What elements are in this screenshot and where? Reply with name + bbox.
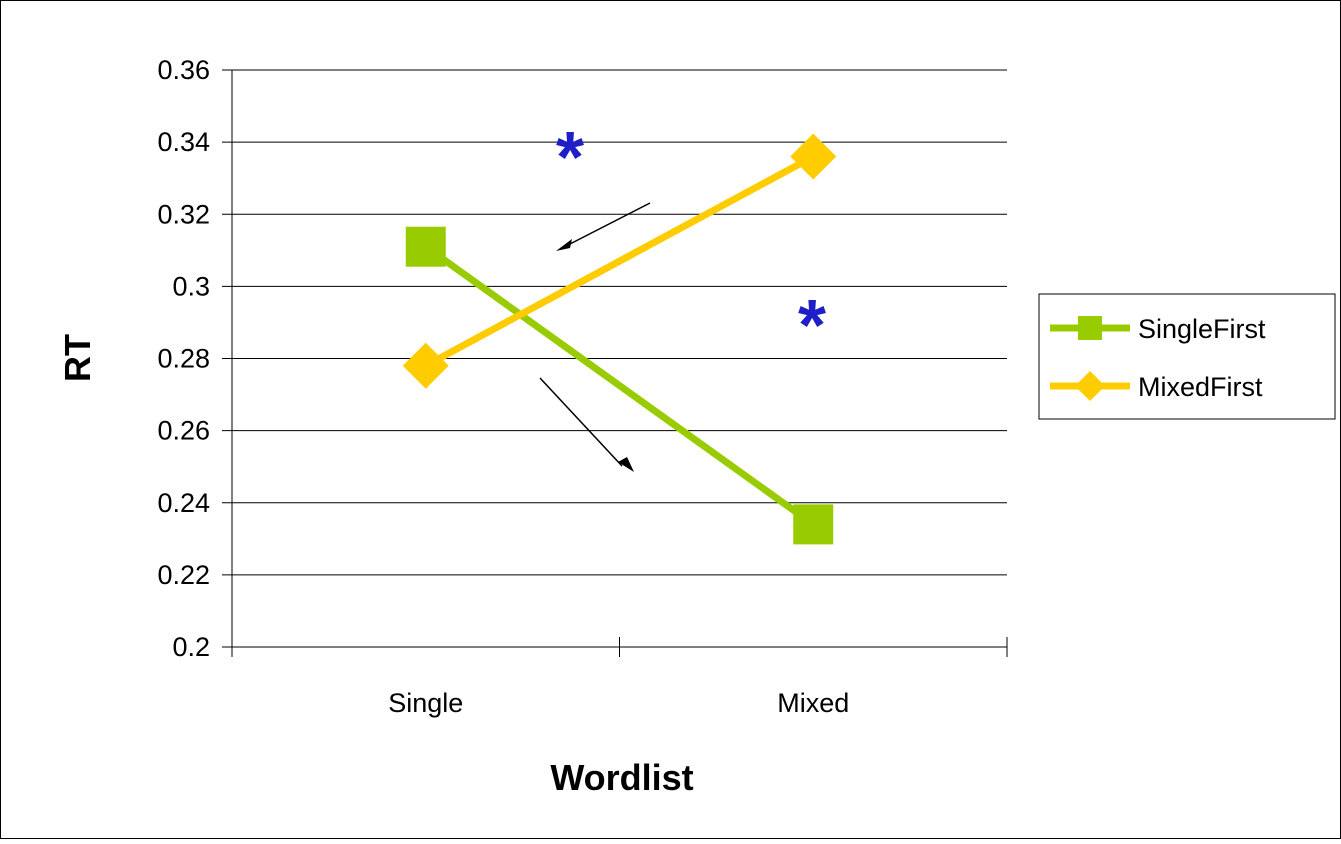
arrow-upper xyxy=(556,202,651,251)
y-tick-label: 0.24 xyxy=(157,488,210,518)
series-SingleFirst xyxy=(405,226,834,545)
x-tick-label: Mixed xyxy=(777,688,849,718)
data-point xyxy=(790,133,837,180)
x-axis-title: Wordlist xyxy=(550,757,693,798)
arrow-lower xyxy=(539,377,634,472)
legend-marker xyxy=(1078,316,1102,340)
legend-marker xyxy=(1075,371,1105,401)
y-axis-title: RT xyxy=(57,334,98,382)
significance-star: * xyxy=(798,286,826,366)
x-tick-label: Single xyxy=(388,688,463,718)
legend-item-SingleFirst: SingleFirst xyxy=(1050,314,1266,344)
legend-label: MixedFirst xyxy=(1138,372,1263,402)
legend: SingleFirst MixedFirst xyxy=(1038,293,1336,420)
axes xyxy=(222,69,1008,657)
data-point xyxy=(405,226,446,267)
y-tick-label: 0.22 xyxy=(157,560,210,590)
gridlines xyxy=(232,69,1007,576)
y-tick-label: 0.3 xyxy=(172,271,210,301)
series xyxy=(402,133,837,545)
data-point xyxy=(402,342,449,389)
y-tick-label: 0.2 xyxy=(172,632,210,662)
annotations: ** xyxy=(539,118,826,472)
y-tick-label: 0.34 xyxy=(157,127,210,157)
data-point xyxy=(793,504,834,545)
series-MixedFirst xyxy=(402,133,837,389)
legend-item-MixedFirst: MixedFirst xyxy=(1050,371,1263,402)
y-tick-label: 0.26 xyxy=(157,416,210,446)
series-line xyxy=(423,243,816,528)
y-tick-label: 0.32 xyxy=(157,199,210,229)
significance-star: * xyxy=(556,118,584,198)
legend-label: SingleFirst xyxy=(1138,314,1266,344)
y-tick-label: 0.36 xyxy=(157,55,210,85)
y-tick-label: 0.28 xyxy=(157,344,210,374)
tick-labels: 0.2 0.22 0.24 0.26 0.28 0.3 0.32 0.34 0.36 Single… xyxy=(157,55,849,718)
series-line xyxy=(424,153,815,369)
